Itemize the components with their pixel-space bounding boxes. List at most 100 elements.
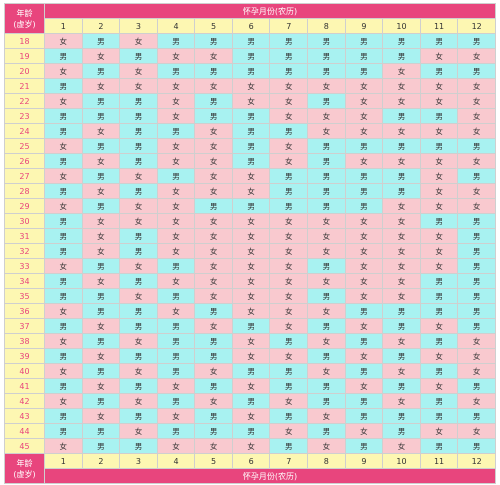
gender-cell: 女 [81, 78, 121, 94]
gender-cell: 女 [269, 303, 309, 319]
gender-cell: 女 [81, 213, 121, 229]
gender-cell: 女 [44, 198, 83, 214]
header-row: 年龄 (虚岁) 怀孕月份(农历) [4, 3, 496, 34]
footer-month-number: 10 [382, 453, 421, 469]
table-row: 32 男女男女女女女女女女女男 [4, 243, 496, 259]
gender-cell: 女 [119, 198, 158, 214]
gender-cell: 女 [382, 93, 421, 109]
gender-cell: 女 [344, 108, 384, 124]
gender-cell: 男 [119, 303, 158, 319]
gender-cell: 男 [344, 333, 384, 349]
age-cell: 45 [4, 438, 45, 454]
chart-body: 18 女男女男男男男男男男男男 19 男女男女女男男男男男女女 20 女男女男男男男男男女… [4, 33, 496, 454]
gender-cell: 女 [269, 78, 309, 94]
gender-cell: 女 [457, 183, 496, 199]
gender-cell: 男 [344, 33, 384, 49]
gender-cell: 女 [457, 363, 496, 379]
gender-cell: 女 [44, 438, 83, 454]
gender-cell: 女 [231, 243, 271, 259]
month-number-row: 1 2 3 4 5 6 7 8 9 10 11 12 [5, 18, 496, 34]
gender-cell: 男 [44, 228, 83, 244]
gender-cell: 男 [457, 138, 496, 154]
gender-cell: 男 [119, 378, 158, 394]
gender-cell: 男 [419, 138, 459, 154]
gender-cell: 男 [156, 63, 196, 79]
gender-cell: 女 [457, 348, 496, 364]
gender-cell: 男 [156, 258, 196, 274]
age-cell: 42 [4, 393, 45, 409]
gender-cell: 男 [269, 33, 309, 49]
gender-cell: 女 [307, 363, 346, 379]
month-number: 6 [231, 18, 271, 34]
gender-cell: 女 [344, 258, 384, 274]
gender-cell: 男 [457, 378, 496, 394]
gender-cell: 女 [156, 378, 196, 394]
gender-cell: 女 [194, 153, 233, 169]
gender-cell: 男 [44, 288, 83, 304]
gender-cell: 女 [344, 123, 384, 139]
gender-cell: 男 [307, 138, 346, 154]
gender-cell: 女 [419, 153, 459, 169]
footer-months-header: 怀孕月份(农历) [44, 468, 496, 484]
gender-cell: 男 [344, 168, 384, 184]
gender-cell: 女 [419, 93, 459, 109]
age-cell: 24 [4, 123, 45, 139]
chart-table: 年龄 (虚岁) 怀孕月份(农历) 1 2 3 4 5 6 7 8 9 10 11 12 18 女男女男男… [4, 3, 496, 484]
gender-cell: 男 [156, 423, 196, 439]
gender-cell: 女 [344, 273, 384, 289]
gender-cell: 女 [231, 183, 271, 199]
footer-month-number: 9 [344, 453, 384, 469]
gender-cell: 女 [382, 258, 421, 274]
footer-month-number: 3 [119, 453, 158, 469]
table-row: 26 男女男女女男女男女女女女 [4, 153, 496, 169]
gender-cell: 男 [81, 33, 121, 49]
gender-cell: 女 [419, 423, 459, 439]
gender-cell: 男 [269, 168, 309, 184]
gender-cell: 男 [457, 213, 496, 229]
age-cell: 29 [4, 198, 45, 214]
gender-cell: 女 [269, 393, 309, 409]
month-number: 8 [307, 18, 346, 34]
gender-cell: 女 [194, 228, 233, 244]
gender-cell: 男 [194, 63, 233, 79]
gender-cell: 女 [231, 213, 271, 229]
age-cell: 38 [4, 333, 45, 349]
gender-cell: 女 [419, 228, 459, 244]
gender-cell: 女 [419, 183, 459, 199]
gender-cell: 男 [419, 408, 459, 424]
gender-cell: 女 [457, 333, 496, 349]
gender-cell: 女 [81, 378, 121, 394]
gender-cell: 女 [44, 393, 83, 409]
gender-cell: 女 [457, 48, 496, 64]
gender-cell: 女 [344, 378, 384, 394]
age-cell: 41 [4, 378, 45, 394]
month-number: 1 [44, 18, 83, 34]
gender-cell: 男 [156, 288, 196, 304]
table-row: 23 男男男女男男女女女男男女 [4, 108, 496, 124]
gender-cell: 女 [231, 78, 271, 94]
gender-cell: 女 [382, 213, 421, 229]
gender-cell: 女 [382, 123, 421, 139]
gender-cell: 男 [119, 228, 158, 244]
gender-cell: 男 [156, 333, 196, 349]
age-label: 年龄 [16, 8, 33, 18]
gender-cell: 男 [457, 438, 496, 454]
gender-cell: 女 [156, 303, 196, 319]
gender-cell: 男 [119, 48, 158, 64]
gender-cell: 男 [119, 408, 158, 424]
gender-cell: 女 [419, 78, 459, 94]
gender-cell: 女 [231, 438, 271, 454]
gender-cell: 男 [307, 348, 346, 364]
gender-cell: 女 [457, 198, 496, 214]
gender-cell: 男 [44, 78, 83, 94]
gender-cell: 男 [119, 93, 158, 109]
gender-cell: 女 [44, 63, 83, 79]
table-row: 33 女男女男女女女男女女女男 [4, 258, 496, 274]
gender-cell: 男 [419, 333, 459, 349]
gender-cell: 女 [44, 303, 83, 319]
gender-cell: 男 [156, 318, 196, 334]
gender-cell: 男 [44, 423, 83, 439]
gender-cell: 男 [44, 123, 83, 139]
gender-cell: 女 [81, 48, 121, 64]
gender-cell: 男 [419, 108, 459, 124]
